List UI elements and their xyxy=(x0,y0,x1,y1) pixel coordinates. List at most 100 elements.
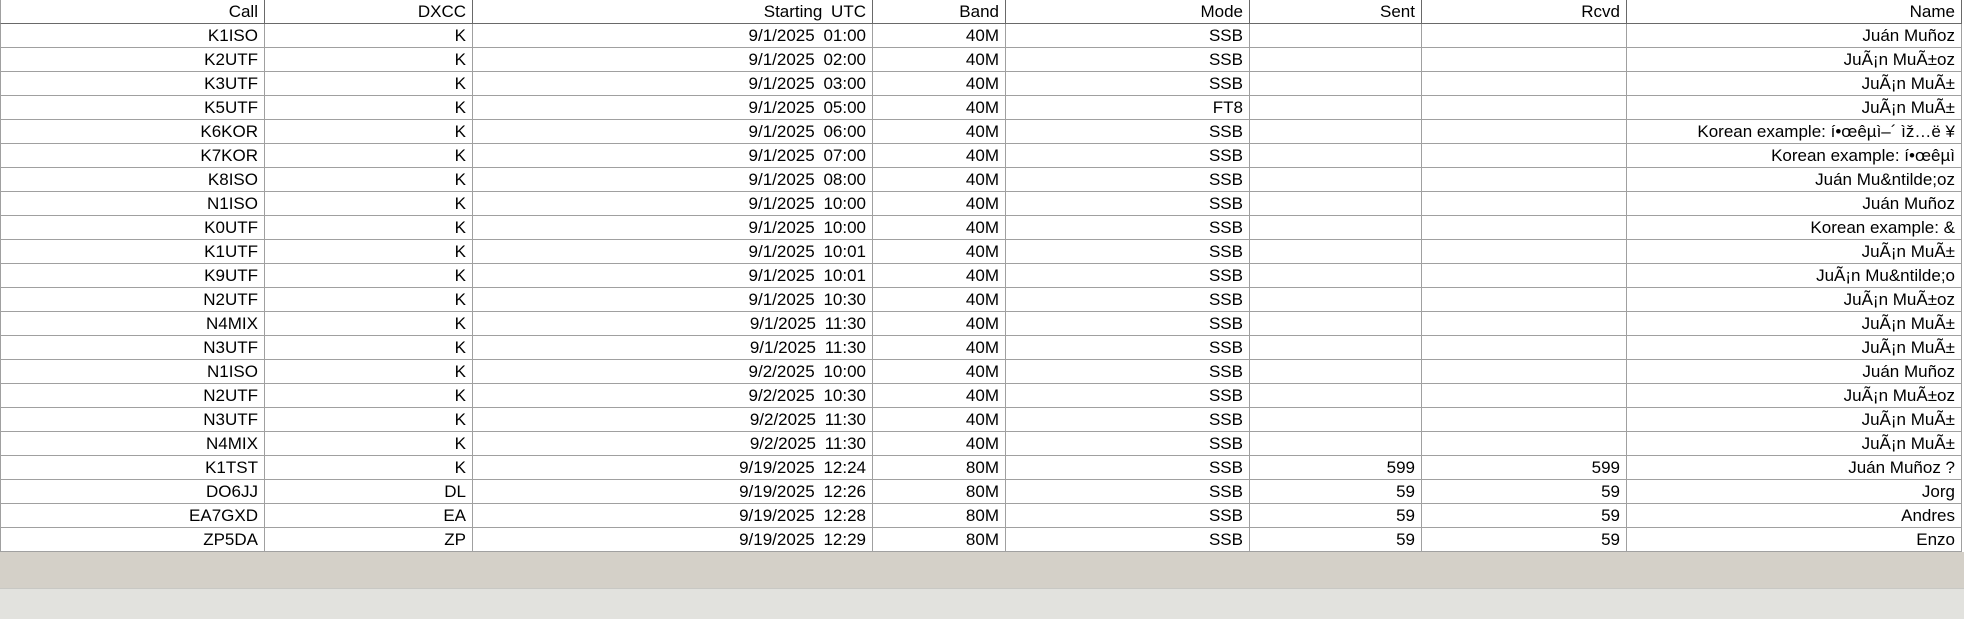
cell-dxcc[interactable]: K xyxy=(265,192,473,216)
cell-dxcc[interactable]: K xyxy=(265,384,473,408)
cell-rcvd[interactable] xyxy=(1422,264,1627,288)
table-row[interactable]: EA7GXD EA 9/19/2025 12:28 80M SSB 59 59 Andres xyxy=(0,504,1964,528)
cell-name[interactable]: Juán Muñoz xyxy=(1627,360,1962,384)
cell-starting-utc[interactable]: 9/1/2025 08:00 xyxy=(473,168,873,192)
cell-dxcc[interactable]: K xyxy=(265,456,473,480)
cell-call[interactable]: DO6JJ xyxy=(0,480,265,504)
cell-dxcc[interactable]: ZP xyxy=(265,528,473,552)
cell-call[interactable]: K7KOR xyxy=(0,144,265,168)
cell-sent[interactable] xyxy=(1250,408,1422,432)
cell-rcvd[interactable] xyxy=(1422,408,1627,432)
cell-mode[interactable]: SSB xyxy=(1006,240,1250,264)
cell-rcvd[interactable]: 59 xyxy=(1422,504,1627,528)
cell-rcvd[interactable] xyxy=(1422,144,1627,168)
cell-name[interactable]: JuÃ¡n MuÃ± xyxy=(1627,408,1962,432)
cell-rcvd[interactable] xyxy=(1422,240,1627,264)
cell-rcvd[interactable] xyxy=(1422,216,1627,240)
cell-call[interactable]: K3UTF xyxy=(0,72,265,96)
cell-sent[interactable] xyxy=(1250,24,1422,48)
cell-name[interactable]: Korean example: í•œêµ­ì–´ ìž…ë ¥ xyxy=(1627,120,1962,144)
cell-call[interactable]: K1UTF xyxy=(0,240,265,264)
cell-band[interactable]: 80M xyxy=(873,456,1006,480)
cell-mode[interactable]: SSB xyxy=(1006,456,1250,480)
cell-band[interactable]: 40M xyxy=(873,288,1006,312)
cell-mode[interactable]: SSB xyxy=(1006,216,1250,240)
cell-sent[interactable] xyxy=(1250,360,1422,384)
cell-rcvd[interactable]: 59 xyxy=(1422,480,1627,504)
cell-name[interactable]: JuÃ¡n MuÃ±oz xyxy=(1627,288,1962,312)
cell-starting-utc[interactable]: 9/2/2025 10:00 xyxy=(473,360,873,384)
cell-mode[interactable]: SSB xyxy=(1006,504,1250,528)
cell-dxcc[interactable]: K xyxy=(265,264,473,288)
cell-starting-utc[interactable]: 9/1/2025 11:30 xyxy=(473,336,873,360)
cell-rcvd[interactable] xyxy=(1422,432,1627,456)
cell-dxcc[interactable]: K xyxy=(265,432,473,456)
cell-rcvd[interactable] xyxy=(1422,120,1627,144)
cell-rcvd[interactable]: 59 xyxy=(1422,528,1627,552)
cell-starting-utc[interactable]: 9/1/2025 10:01 xyxy=(473,264,873,288)
cell-call[interactable]: N2UTF xyxy=(0,384,265,408)
table-row[interactable]: N3UTF K 9/1/2025 11:30 40M SSB JuÃ¡n MuÃ± xyxy=(0,336,1964,360)
cell-dxcc[interactable]: K xyxy=(265,96,473,120)
cell-sent[interactable] xyxy=(1250,288,1422,312)
cell-call[interactable]: N4MIX xyxy=(0,312,265,336)
cell-rcvd[interactable] xyxy=(1422,360,1627,384)
cell-band[interactable]: 40M xyxy=(873,96,1006,120)
table-row[interactable]: K3UTF K 9/1/2025 03:00 40M SSB JuÃ¡n MuÃ± xyxy=(0,72,1964,96)
cell-call[interactable]: K1ISO xyxy=(0,24,265,48)
cell-mode[interactable]: SSB xyxy=(1006,168,1250,192)
cell-mode[interactable]: SSB xyxy=(1006,24,1250,48)
table-row[interactable]: K9UTF K 9/1/2025 10:01 40M SSB JuÃ¡n Mu&ntild… xyxy=(0,264,1964,288)
cell-starting-utc[interactable]: 9/1/2025 05:00 xyxy=(473,96,873,120)
cell-call[interactable]: N1ISO xyxy=(0,192,265,216)
qso-log-grid[interactable]: Call DXCC Starting UTC Band Mode Sent Rc… xyxy=(0,0,1964,552)
cell-starting-utc[interactable]: 9/1/2025 01:00 xyxy=(473,24,873,48)
table-row[interactable]: N4MIX K 9/2/2025 11:30 40M SSB JuÃ¡n MuÃ± xyxy=(0,432,1964,456)
cell-sent[interactable] xyxy=(1250,312,1422,336)
cell-starting-utc[interactable]: 9/1/2025 06:00 xyxy=(473,120,873,144)
cell-band[interactable]: 40M xyxy=(873,72,1006,96)
cell-call[interactable]: N1ISO xyxy=(0,360,265,384)
cell-call[interactable]: K6KOR xyxy=(0,120,265,144)
cell-band[interactable]: 40M xyxy=(873,312,1006,336)
cell-rcvd[interactable]: 599 xyxy=(1422,456,1627,480)
cell-dxcc[interactable]: K xyxy=(265,336,473,360)
cell-name[interactable]: JuÃ¡n MuÃ± xyxy=(1627,72,1962,96)
table-row[interactable]: K2UTF K 9/1/2025 02:00 40M SSB JuÃ¡n MuÃ±oz xyxy=(0,48,1964,72)
cell-call[interactable]: K0UTF xyxy=(0,216,265,240)
cell-dxcc[interactable]: K xyxy=(265,288,473,312)
cell-mode[interactable]: SSB xyxy=(1006,432,1250,456)
cell-call[interactable]: N4MIX xyxy=(0,432,265,456)
cell-dxcc[interactable]: K xyxy=(265,144,473,168)
cell-starting-utc[interactable]: 9/1/2025 03:00 xyxy=(473,72,873,96)
cell-mode[interactable]: SSB xyxy=(1006,72,1250,96)
table-row[interactable]: K1ISO K 9/1/2025 01:00 40M SSB Juán Muñoz xyxy=(0,24,1964,48)
cell-name[interactable]: Korean example: í•œêµ­ì xyxy=(1627,144,1962,168)
cell-name[interactable]: JuÃ¡n MuÃ±oz xyxy=(1627,384,1962,408)
column-header-dxcc[interactable]: DXCC xyxy=(265,0,473,24)
cell-starting-utc[interactable]: 9/1/2025 10:01 xyxy=(473,240,873,264)
cell-dxcc[interactable]: K xyxy=(265,408,473,432)
cell-mode[interactable]: SSB xyxy=(1006,144,1250,168)
cell-call[interactable]: ZP5DA xyxy=(0,528,265,552)
cell-rcvd[interactable] xyxy=(1422,48,1627,72)
cell-name[interactable]: Juán Mu&ntilde;oz xyxy=(1627,168,1962,192)
cell-sent[interactable]: 59 xyxy=(1250,528,1422,552)
cell-sent[interactable] xyxy=(1250,120,1422,144)
cell-rcvd[interactable] xyxy=(1422,312,1627,336)
cell-mode[interactable]: FT8 xyxy=(1006,96,1250,120)
cell-call[interactable]: K9UTF xyxy=(0,264,265,288)
cell-call[interactable]: N3UTF xyxy=(0,408,265,432)
cell-dxcc[interactable]: K xyxy=(265,48,473,72)
cell-starting-utc[interactable]: 9/19/2025 12:26 xyxy=(473,480,873,504)
table-row[interactable]: K1UTF K 9/1/2025 10:01 40M SSB JuÃ¡n MuÃ± xyxy=(0,240,1964,264)
column-header-band[interactable]: Band xyxy=(873,0,1006,24)
cell-rcvd[interactable] xyxy=(1422,72,1627,96)
cell-mode[interactable]: SSB xyxy=(1006,288,1250,312)
cell-sent[interactable] xyxy=(1250,384,1422,408)
cell-name[interactable]: Juán Muñoz xyxy=(1627,24,1962,48)
table-row[interactable]: ZP5DA ZP 9/19/2025 12:29 80M SSB 59 59 Enzo xyxy=(0,528,1964,552)
cell-band[interactable]: 40M xyxy=(873,24,1006,48)
cell-mode[interactable]: SSB xyxy=(1006,192,1250,216)
cell-sent[interactable] xyxy=(1250,144,1422,168)
